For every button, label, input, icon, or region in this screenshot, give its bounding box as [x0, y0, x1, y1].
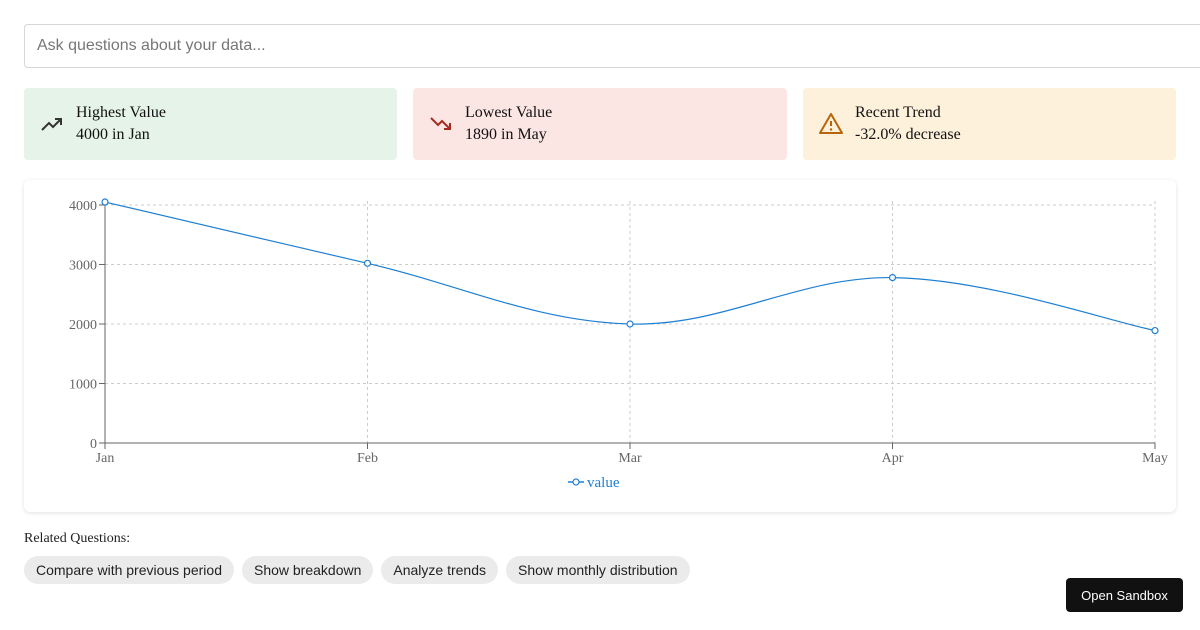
data-point: [363, 259, 372, 267]
related-questions-title: Related Questions:: [24, 531, 131, 546]
data-point: [1151, 326, 1159, 335]
highest-value-title: Highest Value: [76, 104, 166, 121]
chip-analyze-trends[interactable]: Analyze trends: [381, 556, 498, 584]
lowest-value-card: Lowest Value 1890 in May: [413, 88, 787, 160]
recent-trend-detail: -32.0% decrease: [855, 126, 961, 143]
y-tick-label: 1000: [69, 378, 97, 393]
chip-compare-previous-period[interactable]: Compare with previous period: [24, 556, 234, 584]
data-point: [626, 320, 634, 328]
warning-icon: [819, 113, 843, 134]
search-input[interactable]: [24, 24, 1200, 68]
trending-up-icon: [41, 118, 62, 131]
y-tick-label: 3000: [69, 259, 97, 274]
line-chart: 0 1000 2000 3000 4000 Jan Feb Mar Apr May value: [69, 198, 1168, 491]
x-tick-label: Apr: [882, 451, 904, 466]
lowest-value-detail: 1890 in May: [465, 126, 547, 143]
highest-value-detail: 4000 in Jan: [76, 126, 150, 143]
chip-show-monthly-distribution[interactable]: Show monthly distribution: [506, 556, 690, 584]
x-tick-label: Mar: [618, 451, 642, 466]
y-tick-label: 0: [90, 437, 97, 452]
open-sandbox-button[interactable]: Open Sandbox: [1066, 578, 1183, 612]
legend-swatch-marker: [572, 478, 580, 486]
related-questions-chips: Compare with previous period Show breakd…: [24, 556, 690, 584]
data-point: [101, 198, 109, 206]
chip-show-breakdown[interactable]: Show breakdown: [241, 556, 374, 584]
recent-trend-card: Recent Trend -32.0% decrease: [803, 88, 1176, 160]
legend-label: value: [587, 475, 620, 491]
y-tick-label: 4000: [69, 199, 97, 214]
chart-panel: 0 1000 2000 3000 4000 Jan Feb Mar Apr May value: [24, 180, 1176, 512]
x-tick-label: Feb: [357, 451, 378, 466]
x-tick-label: May: [1142, 451, 1168, 466]
y-tick-label: 2000: [69, 318, 97, 333]
data-point: [888, 273, 897, 282]
x-tick-label: Jan: [96, 451, 115, 466]
lowest-value-title: Lowest Value: [465, 104, 553, 121]
recent-trend-title: Recent Trend: [855, 104, 941, 121]
highest-value-card: Highest Value 4000 in Jan: [24, 88, 397, 160]
trending-down-icon: [430, 117, 451, 130]
